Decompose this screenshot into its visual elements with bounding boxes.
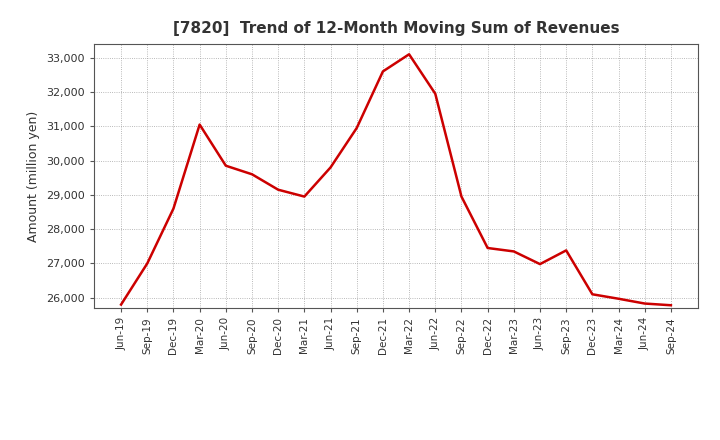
- Title: [7820]  Trend of 12-Month Moving Sum of Revenues: [7820] Trend of 12-Month Moving Sum of R…: [173, 21, 619, 36]
- Y-axis label: Amount (million yen): Amount (million yen): [27, 110, 40, 242]
